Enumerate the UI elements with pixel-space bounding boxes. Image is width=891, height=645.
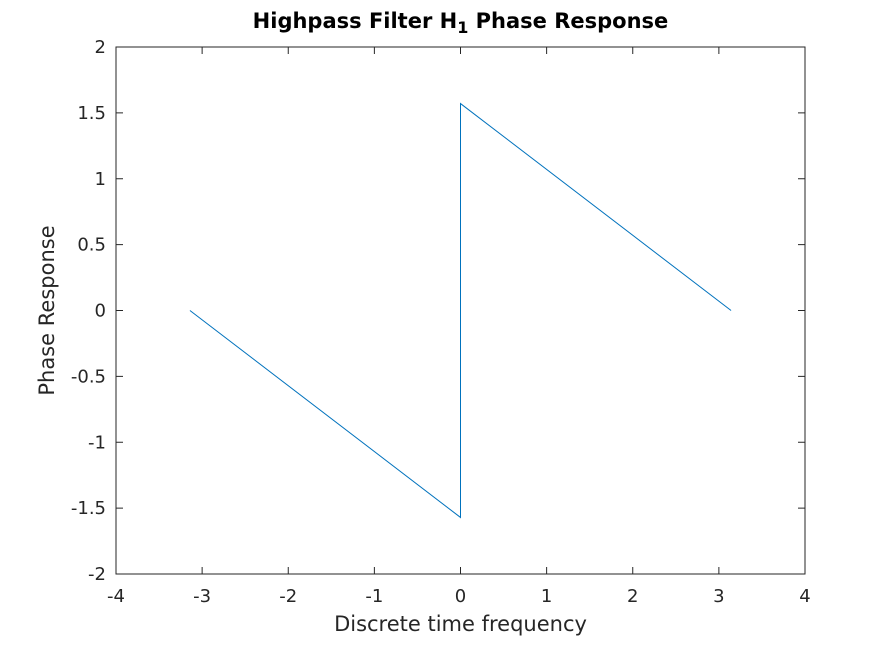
- y-tick-label: -2: [88, 564, 106, 585]
- x-axis-label: Discrete time frequency: [334, 612, 587, 636]
- x-tick-label: -1: [365, 586, 383, 607]
- x-tick-label: -3: [193, 586, 211, 607]
- y-tick-label: 1: [95, 169, 106, 190]
- x-tick-label: -2: [279, 586, 297, 607]
- phase-response-line: [189, 102, 732, 519]
- x-tick-label: 1: [541, 586, 552, 607]
- y-axis-label: Phase Response: [35, 225, 59, 395]
- chart-title-subscript: 1: [457, 18, 468, 37]
- y-tick-label: -1.5: [71, 498, 106, 519]
- x-tick-label: 3: [713, 586, 724, 607]
- x-tick-label: 0: [455, 586, 466, 607]
- y-tick-label: 1.5: [77, 103, 106, 124]
- chart-title: Highpass Filter H1 Phase Response: [253, 9, 669, 37]
- y-tick-label: 0: [95, 301, 106, 322]
- chart-title-suffix: Phase Response: [468, 9, 668, 33]
- axis-tick-labels: -4 -3 -2 -1 0 1 2 3 4 -2 -1.5 -1 -0.5 0 0.5 1 1.5 2: [71, 37, 811, 607]
- x-tick-label: 2: [627, 586, 638, 607]
- y-tick-label: 2: [95, 37, 106, 58]
- series-layer: [189, 102, 732, 519]
- x-tick-label: -4: [107, 586, 125, 607]
- y-tick-label: 0.5: [77, 235, 106, 256]
- y-tick-label: -0.5: [71, 366, 106, 387]
- axis-ticks: [115, 46, 806, 575]
- y-tick-label: -1: [88, 432, 106, 453]
- chart-title-main: Highpass Filter H: [253, 9, 458, 33]
- x-tick-label: 4: [799, 586, 810, 607]
